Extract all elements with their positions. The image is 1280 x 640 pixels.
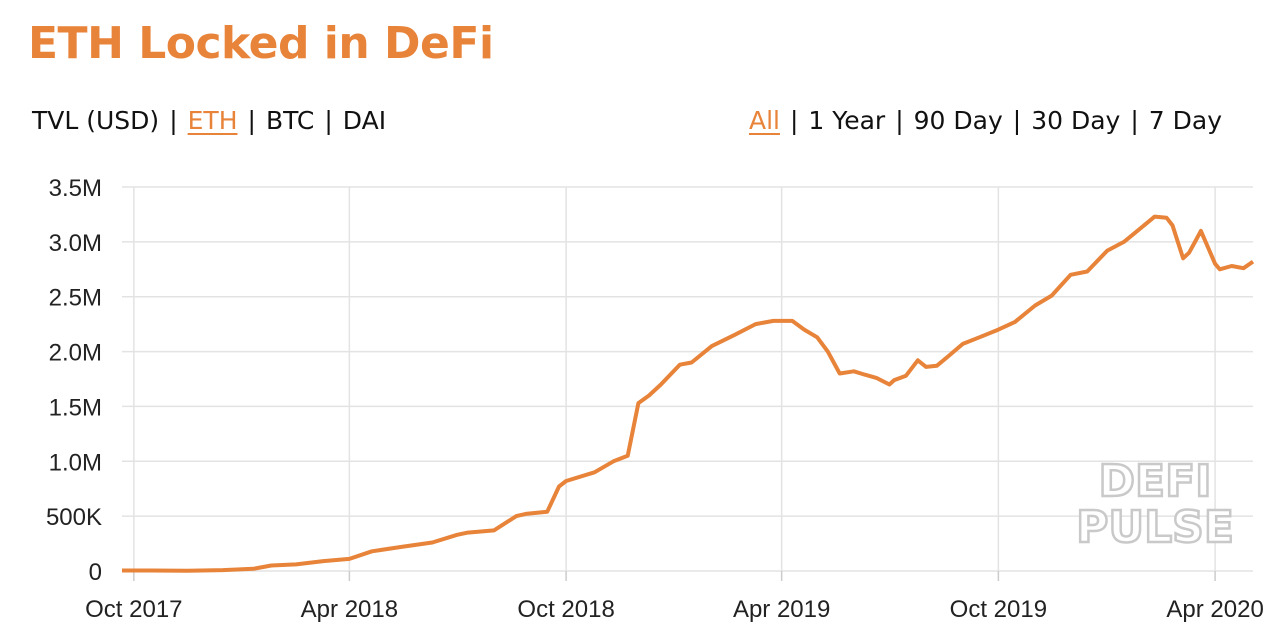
range-toggle: All | 1 Year | 90 Day | 30 Day | 7 Day <box>749 106 1222 135</box>
range-all[interactable]: All <box>748 106 780 135</box>
y-tick-label: 3.5M <box>49 175 102 202</box>
range-7-day[interactable]: 7 Day <box>1148 106 1222 135</box>
metric-separator: | <box>169 106 178 135</box>
metric-dai[interactable]: DAI <box>342 106 387 135</box>
range-separator: | <box>789 106 799 135</box>
y-tick-label: 0 <box>89 559 102 586</box>
range-separator: | <box>1130 106 1139 135</box>
page-title: ETH Locked in DeFi <box>28 18 494 69</box>
metric-toggle: TVL (USD) | ETH | BTC | DAI <box>32 106 386 135</box>
metric-separator: | <box>324 106 333 135</box>
range-separator: | <box>895 106 904 135</box>
x-tick-label: Apr 2019 <box>733 596 830 623</box>
chart-grid <box>122 186 1253 581</box>
metric-btc[interactable]: BTC <box>265 106 315 135</box>
metric-separator: | <box>247 106 256 135</box>
range-90-day[interactable]: 90 Day <box>913 106 1003 135</box>
x-tick-label: Oct 2017 <box>85 596 182 623</box>
x-tick-label: Apr 2018 <box>301 596 398 623</box>
y-tick-label: 2.5M <box>49 285 102 312</box>
watermark-text: PULSE <box>1076 502 1234 553</box>
range-30-day[interactable]: 30 Day <box>1031 106 1121 135</box>
series-line <box>122 214 1255 573</box>
x-axis: Oct 2017 Apr 2018 Oct 2018 Apr 2019 Oct 2019… <box>85 596 1264 623</box>
y-tick-label: 3.0M <box>49 230 102 257</box>
y-tick-label: 500K <box>46 504 102 531</box>
y-tick-label: 1.5M <box>49 394 102 421</box>
range-separator: | <box>1012 106 1022 135</box>
y-tick-label: 2.0M <box>49 340 102 367</box>
x-tick-label: Apr 2020 <box>1166 596 1263 623</box>
watermark-text: DEFI <box>1098 456 1211 507</box>
x-tick-label: Oct 2018 <box>517 596 614 623</box>
metric-tvl-usd[interactable]: TVL (USD) <box>32 106 160 135</box>
y-tick-label: 1.0M <box>49 449 102 476</box>
y-axis: 0 500K 1.0M 1.5M 2.0M 2.5M 3.0M 3.5M <box>46 175 102 586</box>
x-tick-label: Oct 2019 <box>950 596 1047 623</box>
metric-eth[interactable]: ETH <box>187 106 238 135</box>
range-1-year[interactable]: 1 Year <box>808 106 886 135</box>
